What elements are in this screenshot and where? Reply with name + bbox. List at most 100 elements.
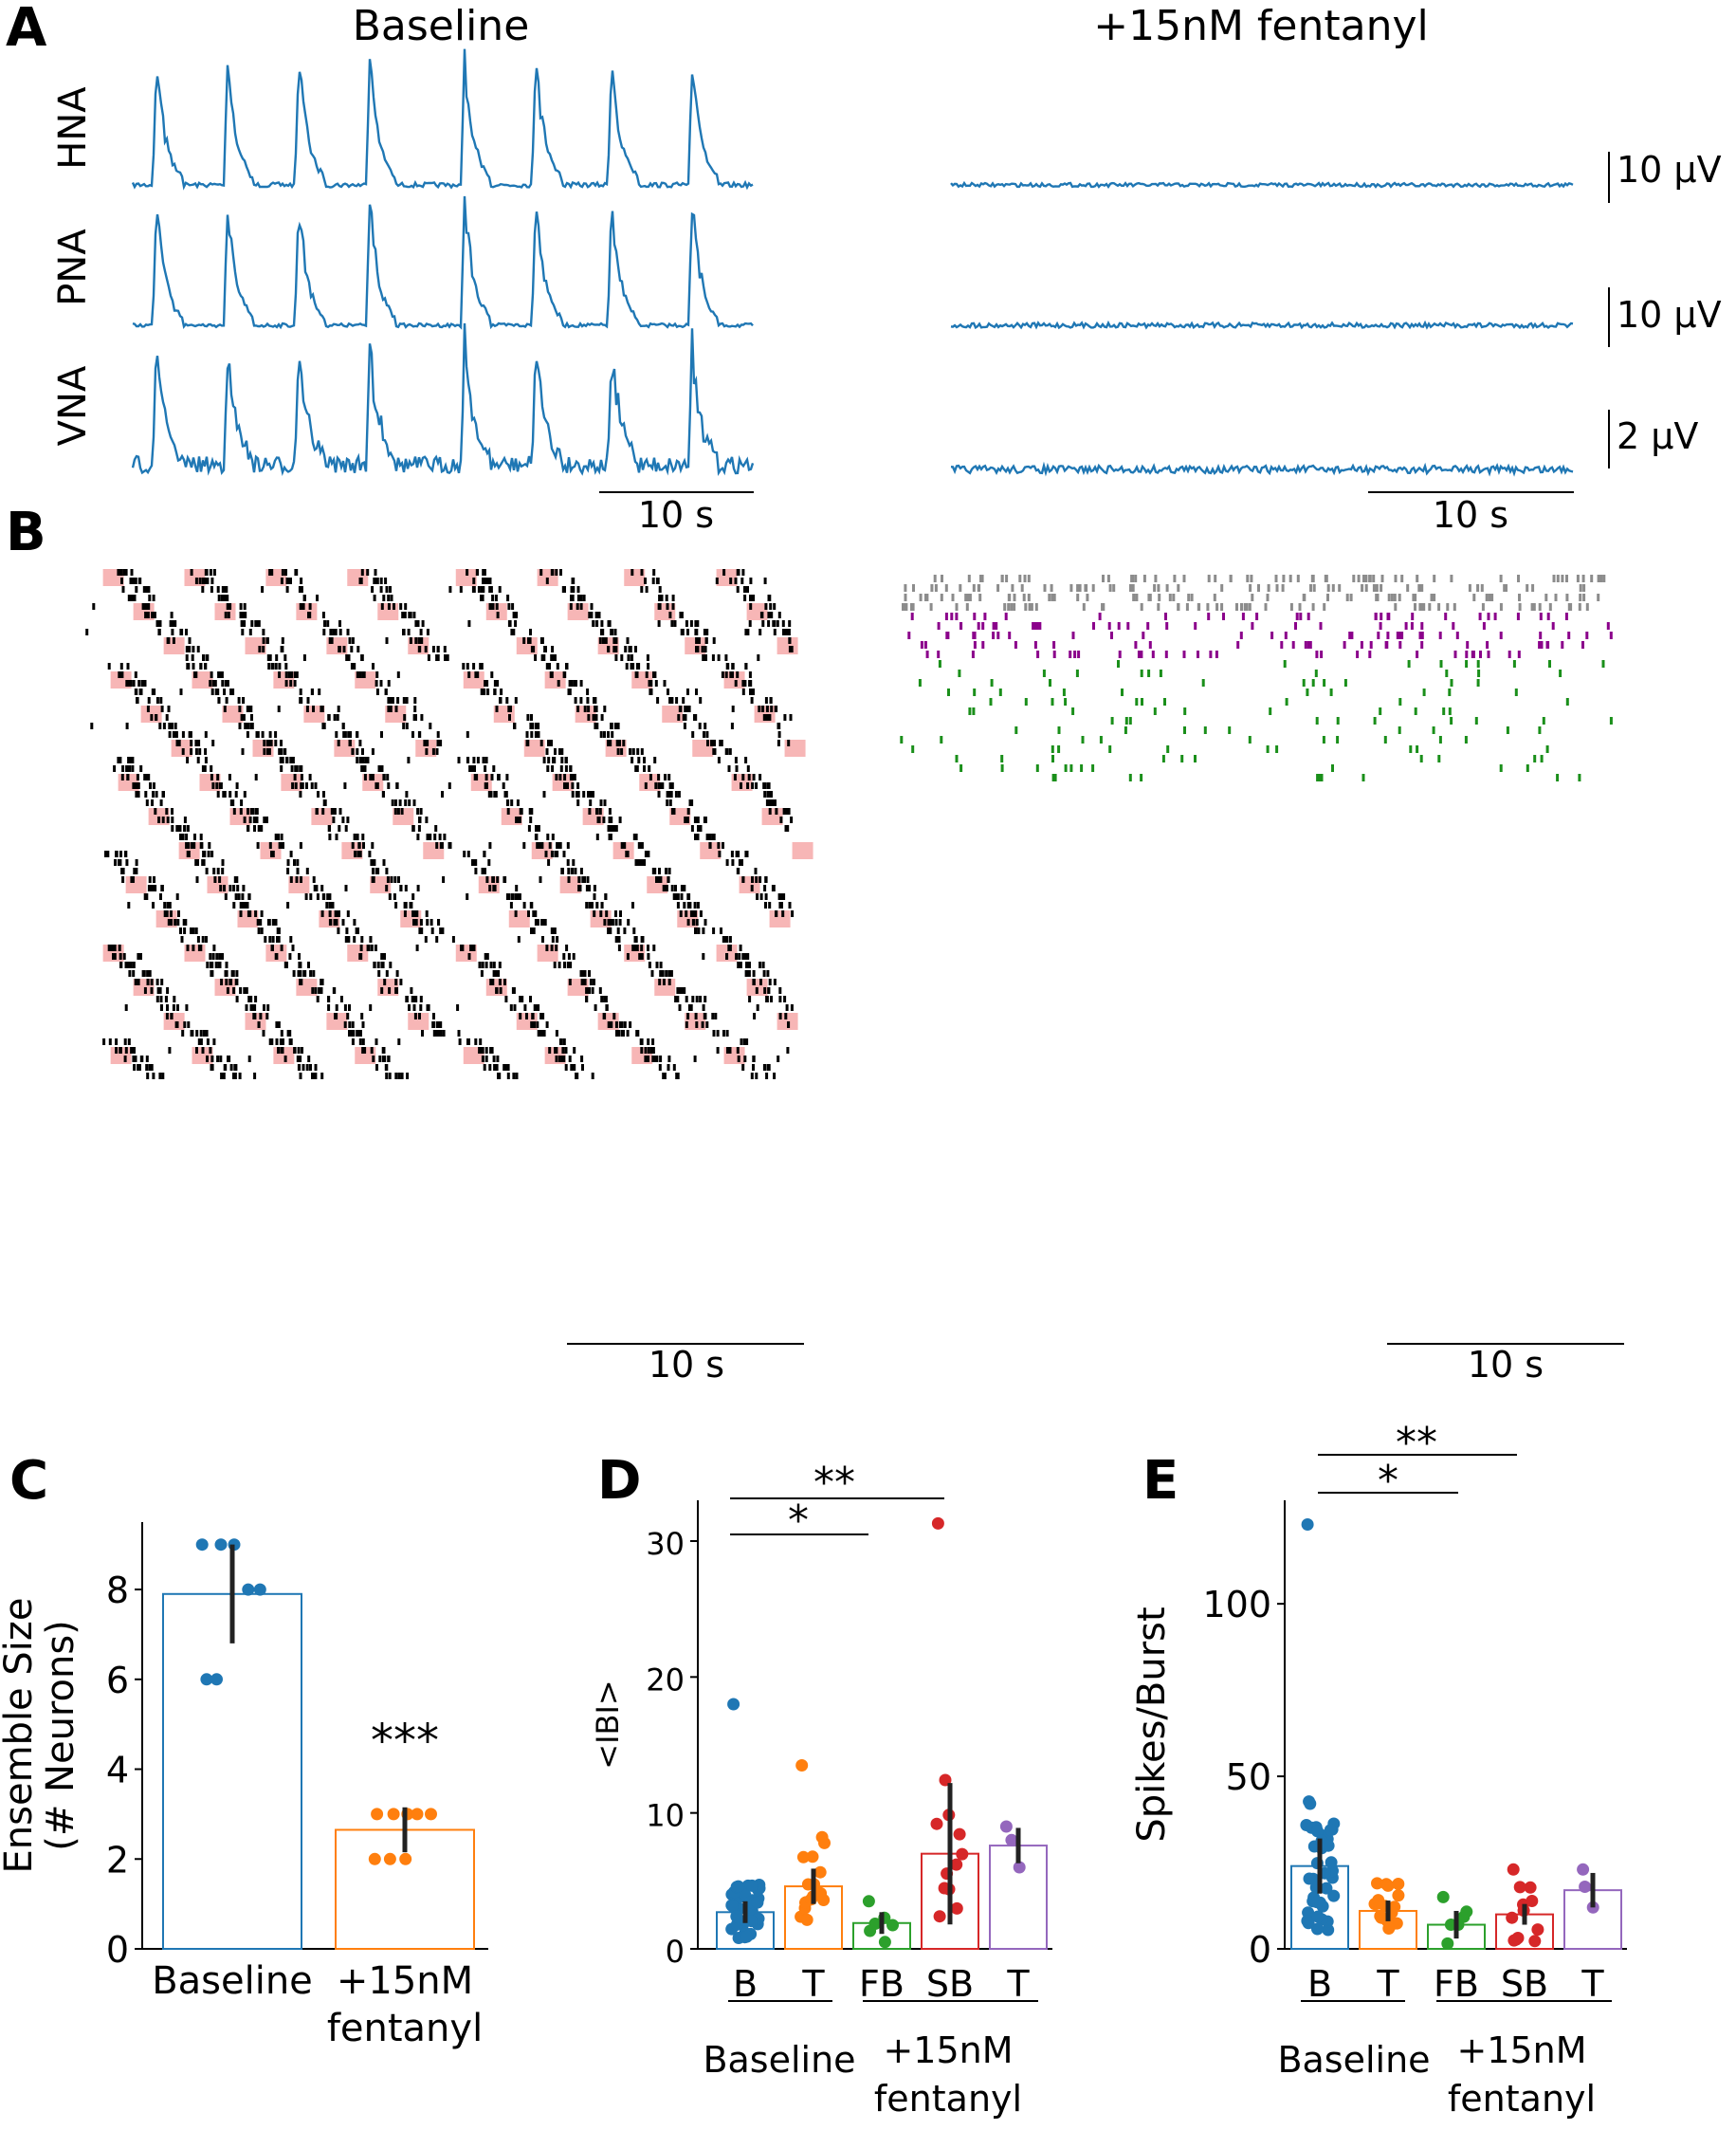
spike bbox=[1398, 641, 1402, 649]
spike bbox=[1032, 622, 1035, 630]
spike bbox=[1468, 584, 1471, 592]
spike bbox=[509, 1004, 513, 1011]
y-tick-label: 50 bbox=[1226, 1756, 1271, 1798]
spike bbox=[322, 791, 325, 798]
spike bbox=[599, 799, 603, 806]
spike bbox=[205, 868, 209, 874]
spike bbox=[1052, 651, 1056, 658]
data-point bbox=[1310, 1896, 1324, 1909]
spike bbox=[211, 953, 215, 960]
spike bbox=[506, 1073, 510, 1079]
spike bbox=[484, 578, 487, 584]
spike bbox=[1071, 632, 1075, 639]
spike bbox=[209, 1047, 212, 1054]
spike bbox=[225, 697, 228, 704]
spike bbox=[1383, 736, 1387, 744]
spike bbox=[591, 1073, 594, 1079]
spike bbox=[604, 996, 608, 1002]
spike bbox=[172, 731, 175, 738]
spike bbox=[647, 851, 650, 857]
spike bbox=[1369, 641, 1373, 649]
spike bbox=[151, 689, 155, 695]
spike bbox=[349, 731, 352, 738]
spike bbox=[457, 757, 461, 763]
spike bbox=[516, 893, 520, 900]
spike bbox=[1437, 603, 1441, 611]
spike bbox=[486, 689, 490, 695]
spike bbox=[239, 910, 243, 917]
spike bbox=[1051, 745, 1054, 753]
spike bbox=[777, 1056, 780, 1062]
spike bbox=[618, 817, 622, 823]
spike bbox=[594, 723, 597, 729]
spike bbox=[1062, 689, 1066, 696]
spike bbox=[108, 1038, 112, 1045]
spike bbox=[138, 578, 142, 584]
spike bbox=[1197, 651, 1199, 658]
burst-shading bbox=[777, 637, 798, 654]
spike bbox=[695, 996, 699, 1002]
spike bbox=[1295, 613, 1299, 620]
spike bbox=[195, 1047, 198, 1054]
spike bbox=[534, 919, 538, 926]
spike bbox=[336, 910, 339, 917]
spike bbox=[1420, 622, 1424, 630]
spike bbox=[610, 825, 613, 832]
spike bbox=[1220, 584, 1224, 592]
data-point bbox=[214, 1538, 228, 1552]
spike bbox=[694, 1013, 698, 1019]
spike bbox=[1146, 622, 1150, 630]
spike bbox=[1394, 575, 1398, 582]
spike bbox=[579, 697, 583, 704]
spike bbox=[321, 893, 325, 900]
spike bbox=[412, 612, 416, 618]
spike bbox=[1372, 584, 1376, 592]
spike bbox=[504, 996, 508, 1002]
spike bbox=[1051, 698, 1054, 706]
spike bbox=[339, 996, 343, 1002]
spike bbox=[125, 859, 129, 866]
spike bbox=[533, 1021, 536, 1028]
spike bbox=[582, 595, 586, 601]
spike bbox=[488, 603, 492, 610]
spike bbox=[274, 919, 278, 926]
spike bbox=[318, 689, 321, 695]
spike bbox=[425, 817, 429, 823]
spike bbox=[148, 970, 152, 977]
spike bbox=[534, 654, 538, 661]
spike bbox=[221, 859, 225, 866]
spike bbox=[1538, 603, 1542, 611]
spike bbox=[467, 1038, 470, 1045]
spike bbox=[1011, 584, 1014, 592]
spike bbox=[297, 1047, 301, 1054]
spike bbox=[212, 1038, 216, 1045]
spike bbox=[537, 825, 540, 832]
spike bbox=[218, 876, 222, 883]
spike bbox=[122, 953, 126, 960]
spike bbox=[618, 1021, 622, 1028]
spike bbox=[361, 748, 364, 755]
spike bbox=[724, 671, 728, 678]
spike bbox=[576, 586, 580, 593]
spike bbox=[1309, 584, 1312, 592]
spike bbox=[1036, 651, 1040, 658]
spike bbox=[294, 569, 298, 576]
spike bbox=[708, 842, 712, 849]
spike bbox=[1307, 641, 1310, 649]
spike bbox=[371, 774, 375, 780]
spike bbox=[385, 868, 389, 874]
spike bbox=[756, 893, 759, 900]
spike bbox=[1394, 603, 1398, 611]
spike bbox=[1387, 613, 1391, 620]
data-point bbox=[383, 1852, 396, 1865]
spike bbox=[631, 945, 635, 951]
spike bbox=[120, 671, 124, 678]
spike bbox=[530, 646, 534, 652]
spike bbox=[161, 791, 165, 798]
spike bbox=[658, 595, 662, 601]
spike bbox=[124, 1047, 128, 1054]
spike bbox=[484, 774, 488, 780]
spike bbox=[146, 706, 150, 712]
spike bbox=[631, 748, 635, 755]
spike bbox=[569, 774, 573, 780]
